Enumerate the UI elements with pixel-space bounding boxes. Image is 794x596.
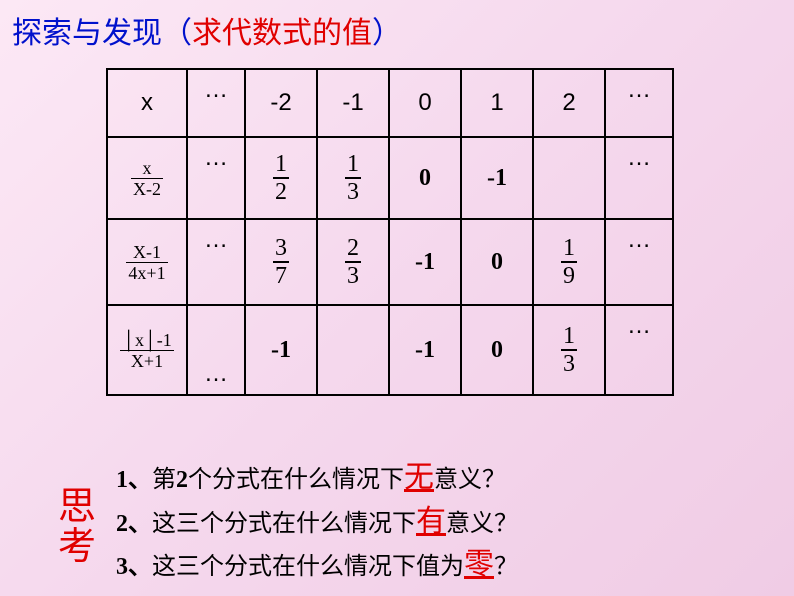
row1-c5 [533,137,605,219]
header-1: 1 [461,69,533,137]
row3-c1: -1 [245,305,317,395]
row2-c4: 0 [461,219,533,305]
value-table: x … -2 -1 0 1 2 … x X-2 … 12 13 0 -1 … X… [106,68,672,396]
row1-c4: -1 [461,137,533,219]
title-red: 求代数式的值 [192,17,372,50]
row3-label: │x│-1 X+1 [107,305,187,395]
row1-c3: 0 [389,137,461,219]
row2-dots-l: … [187,219,245,305]
title-part2: ） [372,17,402,50]
header-neg1: -1 [317,69,389,137]
row2-c3: -1 [389,219,461,305]
row2-c5: 19 [533,219,605,305]
row3-c3: -1 [389,305,461,395]
q3: 3、这三个分式在什么情况下值为零？ [116,543,518,587]
think-label: 思 考 [56,488,98,568]
row1-dots-l: … [187,137,245,219]
row2-label: X-1 4x+1 [107,219,187,305]
row1-dots-r: … [605,137,673,219]
row2-c2: 23 [317,219,389,305]
header-dots-r: … [605,69,673,137]
table-row: │x│-1 X+1 … -1 -1 0 13 … [107,305,673,395]
row1-label: x X-2 [107,137,187,219]
header-0: 0 [389,69,461,137]
page-title: 探索与发现（求代数式的值） [12,8,402,52]
table-row: X-1 4x+1 … 37 23 -1 0 19 … [107,219,673,305]
table-header-row: x … -2 -1 0 1 2 … [107,69,673,137]
q1: 1、第2个分式在什么情况下无意义？ [116,456,518,500]
header-x: x [107,69,187,137]
row3-c2 [317,305,389,395]
title-part1: 探索与发现（ [12,17,192,50]
header-2: 2 [533,69,605,137]
row2-dots-r: … [605,219,673,305]
header-dots: … [187,69,245,137]
row3-c4: 0 [461,305,533,395]
row3-dots-l: … [187,305,245,395]
row1-c1: 12 [245,137,317,219]
header-neg2: -2 [245,69,317,137]
table-row: x X-2 … 12 13 0 -1 … [107,137,673,219]
questions: 1、第2个分式在什么情况下无意义？ 2、这三个分式在什么情况下有意义？ 3、这三… [116,456,518,587]
q2: 2、这三个分式在什么情况下有意义？ [116,500,518,544]
row2-c1: 37 [245,219,317,305]
row1-c2: 13 [317,137,389,219]
row3-c5: 13 [533,305,605,395]
row3-dots-r: … [605,305,673,395]
